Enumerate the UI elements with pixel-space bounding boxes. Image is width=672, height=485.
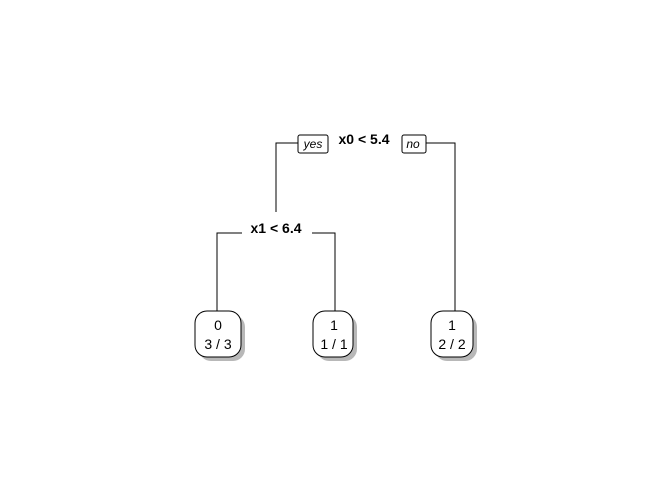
left-split-label: x1 < 6.4	[251, 220, 302, 236]
leaf-2-class: 1	[330, 317, 338, 333]
no-branch-label: no	[401, 134, 427, 154]
leaf-1-counts: 3 / 3	[204, 336, 231, 352]
root-right-edge	[426, 142, 456, 312]
leaf-3-counts: 2 / 2	[438, 336, 465, 352]
leaf-node-2: 1 1 / 1	[312, 310, 357, 361]
yes-branch-text: yes	[303, 137, 323, 151]
left-split-left-edge	[216, 232, 242, 312]
leaf-1-class: 0	[214, 317, 222, 333]
leaf-2-counts: 1 / 1	[320, 336, 347, 352]
leaf-node-3: 1 2 / 2	[430, 310, 477, 361]
leaf-node-1: 0 3 / 3	[194, 310, 245, 361]
root-left-edge	[275, 142, 298, 212]
leaf-3-class: 1	[448, 317, 456, 333]
left-split-right-edge	[312, 232, 336, 312]
no-branch-text: no	[406, 137, 420, 151]
yes-branch-label: yes	[297, 134, 329, 154]
root-split-label: x0 < 5.4	[339, 131, 390, 147]
